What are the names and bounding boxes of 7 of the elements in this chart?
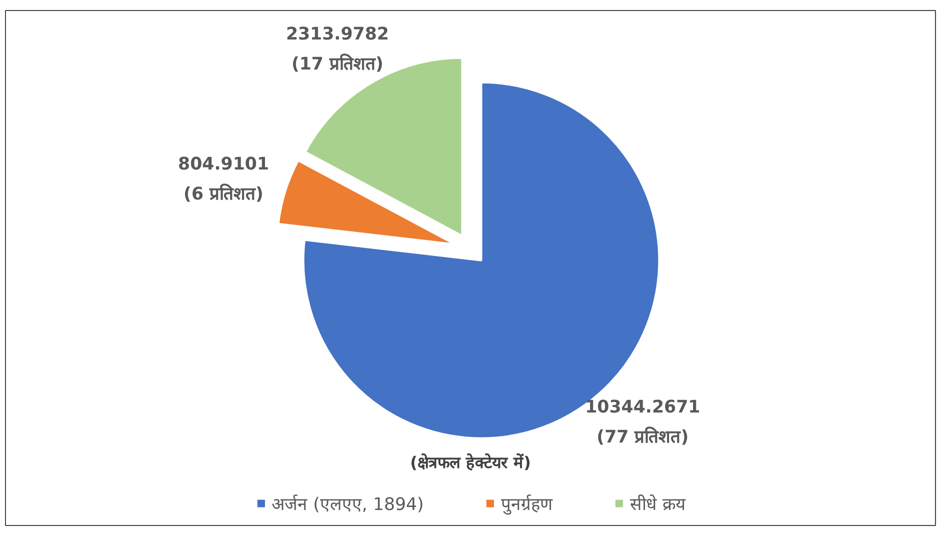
data-label: 804.9101 (6 प्रतिशत) (178, 154, 270, 204)
legend-label: पुनर्ग्रहण (500, 494, 553, 515)
data-label: 10344.2671 (77 प्रतिशत) (585, 398, 700, 448)
data-label: 2313.9782 (17 प्रतिशत) (286, 24, 389, 74)
legend-label: सीधे क्रय (630, 494, 686, 515)
legend-label: अर्जन (एलएए, 1894) (272, 494, 424, 515)
text: (क्षेत्रफल हेक्टेयर में) (410, 453, 531, 472)
